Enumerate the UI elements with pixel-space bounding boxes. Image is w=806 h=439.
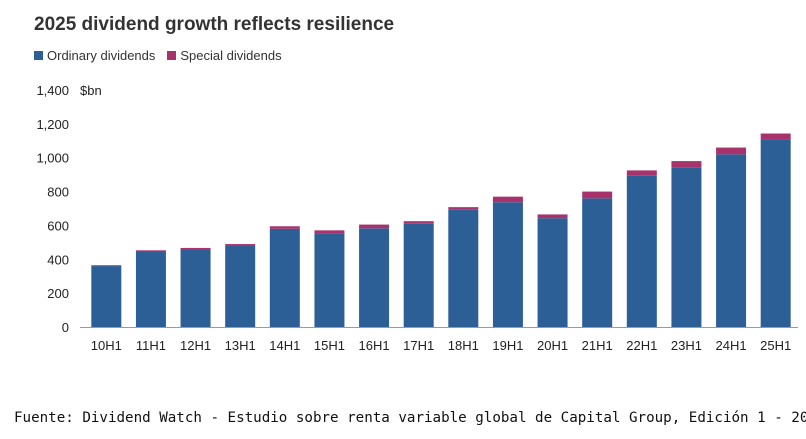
y-tick-label: 800 (47, 185, 69, 200)
y-tick-label: 1,000 (36, 151, 69, 166)
legend-item-special: Special dividends (167, 48, 282, 63)
x-tick-label: 15H1 (314, 338, 345, 353)
chart-title: 2025 dividend growth reflects resilience (34, 14, 395, 35)
bar-ordinary (314, 233, 345, 327)
bar-ordinary (180, 249, 211, 327)
bar-special (492, 196, 523, 203)
x-tick-label: 16H1 (359, 338, 390, 353)
bar-ordinary (492, 202, 523, 327)
x-tick-label: 25H1 (760, 338, 791, 353)
x-tick-label: 12H1 (180, 338, 211, 353)
y-tick-label: 1,400 (36, 83, 69, 98)
bar-special (359, 224, 390, 229)
chart-legend: Ordinary dividends Special dividends (34, 48, 282, 63)
bar-special (448, 207, 479, 210)
x-tick-label: 13H1 (225, 338, 256, 353)
bar-ordinary (135, 252, 166, 327)
bar-special (91, 265, 122, 267)
bar-ordinary (225, 245, 256, 327)
legend-swatch-ordinary (34, 51, 43, 60)
bar-special (180, 247, 211, 250)
bar-ordinary (91, 266, 122, 327)
x-tick-label: 20H1 (537, 338, 568, 353)
x-tick-label: 11H1 (136, 338, 166, 353)
x-tick-label: 14H1 (269, 338, 300, 353)
bar-special (135, 250, 166, 253)
x-tick-label: 21H1 (582, 338, 613, 353)
y-tick-label: 1,200 (36, 117, 69, 132)
bar-special (403, 221, 434, 224)
legend-label-special: Special dividends (180, 48, 282, 63)
x-tick-label: 18H1 (448, 338, 479, 353)
bar-ordinary (448, 209, 479, 327)
y-tick-label: 400 (47, 252, 69, 267)
x-tick-label: 23H1 (671, 338, 702, 353)
x-tick-label: 10H1 (91, 338, 122, 353)
legend-label-ordinary: Ordinary dividends (47, 48, 156, 63)
bar-ordinary (671, 167, 702, 327)
bar-special (269, 226, 300, 229)
bar-special (582, 191, 613, 199)
bar-special (537, 214, 568, 219)
y-tick-label: 0 (62, 320, 69, 335)
bar-ordinary (403, 223, 434, 327)
bar-ordinary (626, 175, 657, 327)
bar-chart: 0 200 400 600 800 1,000 1,200 1,400 $bn 10H1 11H1 1… (36, 83, 798, 353)
bar-special (671, 161, 702, 168)
legend-swatch-special (167, 51, 177, 60)
y-unit-label: $bn (80, 83, 102, 98)
bar-special (760, 133, 791, 140)
legend-item-ordinary: Ordinary dividends (34, 48, 155, 63)
bar-ordinary (537, 218, 568, 327)
bar-ordinary (760, 139, 791, 327)
bar-ordinary (359, 228, 390, 327)
x-tick-label: 19H1 (492, 338, 523, 353)
y-tick-label: 600 (47, 218, 69, 233)
bar-special (314, 230, 345, 234)
bar-ordinary (269, 228, 300, 327)
bar-special (626, 170, 657, 176)
source-note: Fuente: Dividend Watch - Estudio sobre r… (14, 410, 806, 426)
x-tick-label: 24H1 (716, 338, 747, 353)
bar-ordinary (582, 198, 613, 327)
bar-special (225, 244, 256, 246)
x-tick-label: 17H1 (403, 338, 434, 353)
y-tick-label: 200 (47, 286, 69, 301)
x-tick-label: 22H1 (626, 338, 657, 353)
bar-special (716, 147, 747, 155)
bar-ordinary (716, 154, 747, 327)
